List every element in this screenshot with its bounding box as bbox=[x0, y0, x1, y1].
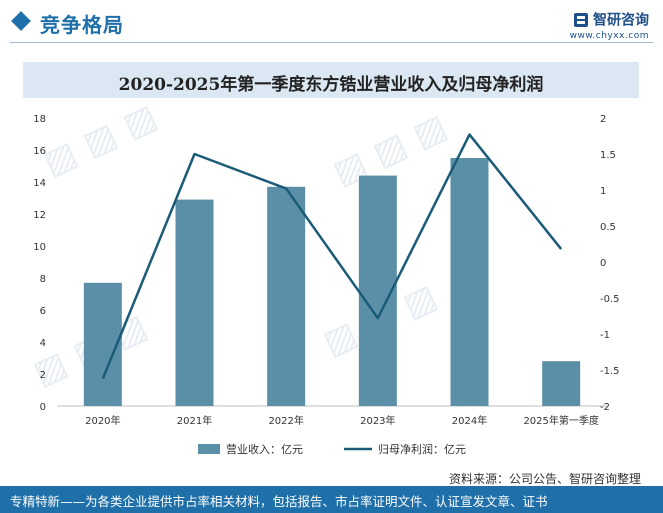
legend-line-label: 归母净利润：亿元 bbox=[378, 442, 466, 456]
brand-url: www.chyxx.com bbox=[569, 30, 649, 41]
right-tick-label: -1 bbox=[600, 330, 610, 341]
category-label: 2024年 bbox=[452, 414, 487, 427]
chart-title: 2020-2025年第一季度东方锆业营业收入及归母净利润 bbox=[118, 75, 544, 95]
left-tick-label: 14 bbox=[33, 178, 46, 189]
category-label: 2021年 bbox=[177, 414, 212, 427]
right-tick-label: 1 bbox=[600, 186, 606, 197]
chart-title-bar: 2020-2025年第一季度东方锆业营业收入及归母净利润 bbox=[23, 62, 639, 98]
header: 竞争格局 智研咨询 www.chyxx.com bbox=[0, 0, 663, 44]
footer-text: 专精特新——为各类企业提供市占率相关材料，包括报告、市占率证明文件、认证宣发文章… bbox=[10, 494, 548, 509]
right-tick-label: -0.5 bbox=[600, 294, 620, 305]
source-note: 资料来源：公司公告、智研咨询整理 bbox=[448, 472, 641, 486]
left-tick-label: 10 bbox=[33, 242, 46, 253]
brand-logo-icon bbox=[574, 12, 588, 27]
bar bbox=[267, 186, 306, 406]
right-tick-label: 2 bbox=[600, 114, 606, 125]
brand-name: 智研咨询 bbox=[593, 12, 649, 29]
left-tick-label: 2 bbox=[40, 370, 46, 381]
right-tick-label: 1.5 bbox=[600, 150, 616, 161]
right-tick-label: -2 bbox=[600, 402, 610, 413]
legend-bar-label: 营业收入：亿元 bbox=[226, 442, 303, 456]
left-tick-label: 12 bbox=[33, 210, 46, 221]
bar bbox=[542, 361, 581, 406]
line-series bbox=[101, 133, 563, 380]
left-tick-label: 0 bbox=[40, 402, 46, 413]
bar bbox=[175, 199, 214, 406]
right-tick-label: -1.5 bbox=[600, 366, 620, 377]
footer-bar: 专精特新——为各类企业提供市占率相关材料，包括报告、市占率证明文件、认证宣发文章… bbox=[0, 486, 663, 513]
category-label: 2023年 bbox=[360, 414, 395, 427]
diamond-icon bbox=[11, 11, 31, 31]
left-tick-label: 6 bbox=[40, 306, 46, 317]
category-label: 2022年 bbox=[268, 414, 303, 427]
section-title: 竞争格局 bbox=[40, 13, 124, 37]
category-label: 2020年 bbox=[85, 414, 120, 427]
left-tick-label: 8 bbox=[40, 274, 46, 285]
chart: 0 2 4 6 8 10 12 14 16 18 -2 -1.5 -1 -0.5 0 0.5 1 1.5 2 2020… bbox=[33, 114, 620, 456]
left-tick-label: 18 bbox=[33, 114, 46, 125]
right-tick-label: 0 bbox=[600, 258, 606, 269]
legend-bar-swatch bbox=[198, 444, 220, 454]
left-tick-label: 16 bbox=[33, 146, 46, 157]
bar bbox=[450, 158, 489, 406]
header-divider bbox=[10, 42, 653, 43]
left-tick-label: 4 bbox=[40, 338, 46, 349]
brand: 智研咨询 www.chyxx.com bbox=[570, 9, 649, 41]
right-tick-label: 0.5 bbox=[600, 222, 616, 233]
category-label: 2025年第一季度 bbox=[523, 414, 598, 427]
